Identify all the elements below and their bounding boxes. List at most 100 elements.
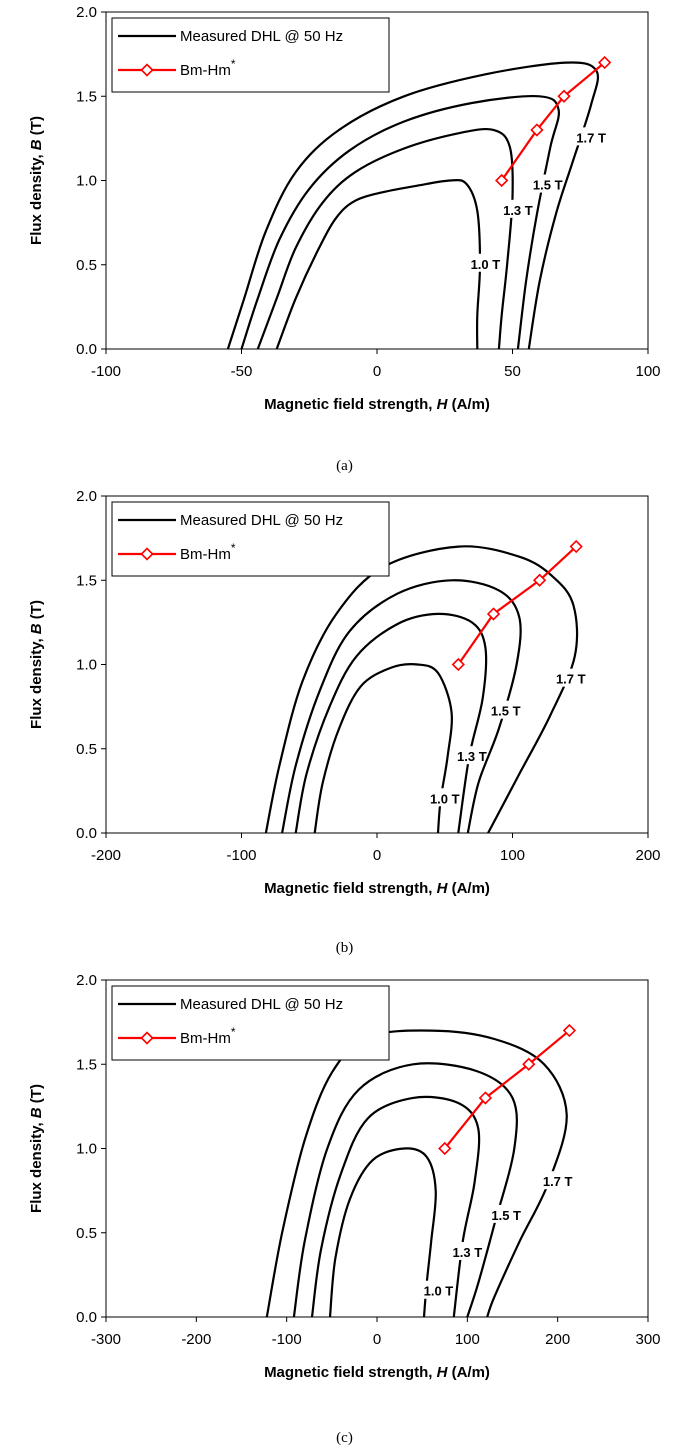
y-tick-label: 2.0 [76,4,97,21]
x-tick-label: 200 [545,1331,570,1348]
bm-hm-series-line [500,61,606,182]
chart-a-caption: (a) [336,458,353,474]
y-tick-label: 1.5 [76,1056,97,1073]
chart-c-svg: 0.0 0.5 1.0 1.5 2.0 -300 -200 -100 0 100 200 300 Mag… [28,972,661,1381]
x-tick-label: 200 [635,847,660,864]
loop-label-background [447,1241,488,1260]
dhl-loop-curve [294,612,488,834]
y-axis-title-text: Flux density, [28,150,45,245]
x-axis-title-text: Magnetic field strength, [264,1364,437,1381]
loop-label-background [486,1204,527,1223]
legend-entry-superscript: * [231,541,236,555]
y-tick-label: 1.5 [76,88,97,105]
loop-label: 1.7 T [576,130,606,145]
bm-hm-point [598,55,612,70]
chart-a-svg: 0.0 0.5 1.0 1.5 2.0 -100 -50 0 50 100 Magnetic fie… [28,4,661,413]
loop-label-background [550,668,591,687]
y-tick-label: 1.0 [76,1141,97,1158]
loop-label-background [537,1171,578,1190]
loop-label: 1.7 T [556,672,586,687]
legend-entry-label: Bm-Hm* [180,541,236,563]
loop-label: 1.0 T [424,1284,454,1299]
bm-hm-point [478,1091,493,1105]
y-tick-label: 0.0 [76,825,97,842]
x-axis-title-text: Magnetic field strength, [264,396,437,413]
dhl-loop-curve [240,94,561,350]
bm-hm-point [451,657,465,672]
legend-entry-label: Measured DHL @ 50 Hz [180,28,343,45]
legend-entry-text: Bm-Hm [180,1030,231,1047]
loop-label: 1.0 T [471,257,501,272]
x-axis-title-unit: (A/m) [447,396,490,413]
loop-label: 1.3 T [453,1245,483,1260]
legend-entry-text: Measured DHL @ 50 Hz [180,512,343,529]
x-tick-label: 0 [373,1331,381,1348]
legend-entry-text: Measured DHL @ 50 Hz [180,28,343,45]
legend-entry-text: Bm-Hm [180,546,231,563]
bm-hm-point [486,607,501,621]
bm-hm-point [532,573,547,587]
chart-c-caption: (c) [336,1430,353,1446]
y-axis-title: Flux density, B (T) [28,600,45,729]
x-tick-label: -300 [91,1331,121,1348]
loop-label-background [465,253,506,272]
y-axis-title-variable: B [28,139,45,150]
legend-entry-superscript: * [231,1025,236,1039]
y-tick-label: 0.5 [76,257,97,274]
dhl-loop-curve [292,1062,518,1318]
x-tick-label: 50 [504,363,521,380]
bm-hm-point [557,89,571,103]
chart-b-svg: 0.0 0.5 1.0 1.5 2.0 -200 -100 0 100 200 Magnetic f… [28,488,661,897]
dhl-loop-curve [226,61,600,350]
x-tick-label: -50 [231,363,253,380]
bm-hm-series-line [443,1029,571,1150]
y-tick-label: 2.0 [76,972,97,989]
loop-label: 1.7 T [543,1174,573,1189]
loop-label-background [497,199,538,218]
y-axis-title-variable: B [28,623,45,634]
dhl-loop-curve [275,179,482,350]
x-axis-title-variable: H [437,880,449,897]
y-tick-label: 0.5 [76,741,97,758]
x-axis-title-unit: (A/m) [447,880,490,897]
y-axis-title-unit: (T) [28,116,45,139]
chart-panel-b: 0.0 0.5 1.0 1.5 2.0 -200 -100 0 100 200 Magnetic f… [0,484,689,968]
x-axis-title: Magnetic field strength, H (A/m) [264,396,490,413]
y-axis-title: Flux density, B (T) [28,1084,45,1213]
loop-label: 1.3 T [503,203,533,218]
dhl-loop-curve [265,1029,568,1318]
legend-box [111,17,390,93]
y-tick-label: 0.5 [76,1225,97,1242]
dhl-loop-curve [256,127,514,350]
legend-entry-superscript: * [231,57,236,71]
loop-label-background [485,700,526,719]
x-tick-label: 100 [500,847,525,864]
legend-box [111,985,390,1061]
y-tick-label: 0.0 [76,341,97,358]
y-axis-title-unit: (T) [28,1084,45,1107]
chart-panel-a: 0.0 0.5 1.0 1.5 2.0 -100 -50 0 50 100 Magnetic fie… [0,0,689,484]
loop-label-background [527,174,568,193]
loop-label: 1.3 T [457,749,487,764]
bm-hm-point [438,1141,452,1156]
dhl-loop-curve [310,1095,481,1318]
loop-label: 1.0 T [430,791,460,806]
bm-hm-point [495,173,509,188]
loop-label-background [571,127,612,146]
loop-label: 1.5 T [491,704,521,719]
y-axis-title-text: Flux density, [28,1118,45,1213]
x-tick-label: 100 [635,363,660,380]
chart-panel-c: 0.0 0.5 1.0 1.5 2.0 -300 -200 -100 0 100 200 300 Mag… [0,968,689,1452]
x-axis-title-text: Magnetic field strength, [264,880,437,897]
loop-label: 1.5 T [533,178,563,193]
x-tick-label: -100 [91,363,121,380]
bm-hm-point [562,1023,577,1038]
bm-hm-series-line [457,545,577,666]
legend-entry-label: Bm-Hm* [180,57,236,79]
x-tick-label: 0 [373,847,381,864]
bm-hm-point [530,123,544,137]
chart-b-caption: (b) [335,940,354,956]
x-tick-label: -100 [272,1331,302,1348]
x-tick-label: -200 [91,847,121,864]
y-tick-label: 1.0 [76,657,97,674]
